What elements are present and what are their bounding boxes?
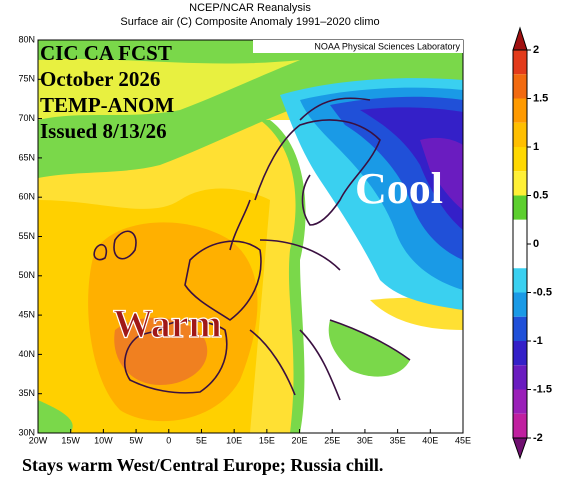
colorbar-band (513, 50, 527, 75)
colorbar-band (513, 244, 527, 269)
forecast-line: CIC CA FCST (40, 41, 172, 65)
colorbar-band (513, 316, 527, 341)
colorbar-label: -1 (533, 335, 543, 347)
colorbar-band (513, 74, 527, 99)
caption: Stays warm West/Central Europe; Russia c… (22, 455, 383, 475)
lon-label: 10W (94, 435, 113, 445)
lon-label: 10E (226, 435, 242, 445)
colorbar-band (513, 413, 527, 438)
colorbar-cap (512, 437, 528, 460)
lon-label: 20E (292, 435, 308, 445)
colorbar-band (513, 195, 527, 220)
lon-label: 40E (422, 435, 438, 445)
lat-label: 45N (18, 309, 35, 319)
colorbar-label: 2 (533, 44, 539, 56)
lon-label: 0 (166, 435, 171, 445)
colorbar-cap (512, 26, 528, 51)
lat-label: 55N (18, 231, 35, 241)
colorbar-band (513, 219, 527, 244)
lon-label: 15E (259, 435, 275, 445)
credit-box (253, 40, 463, 53)
lon-label: 5E (196, 435, 207, 445)
lon-label: 15W (61, 435, 80, 445)
credit: NOAA Physical Sciences Laboratory (314, 41, 460, 51)
colorbar-label: 0 (533, 238, 539, 250)
header-line: NCEP/NCAR Reanalysis (189, 2, 311, 14)
lat-label: 80N (18, 34, 35, 44)
lon-label: 25E (324, 435, 340, 445)
warm-label: Warm (113, 301, 222, 346)
colorbar-band (513, 341, 527, 366)
colorbar-label: 1 (533, 141, 539, 153)
lat-label: 75N (18, 74, 35, 84)
lat-label: 40N (18, 349, 35, 359)
lat-label: 50N (18, 270, 35, 280)
cool-label: Cool (355, 164, 443, 213)
colorbar-label: -2 (533, 432, 543, 444)
colorbar-band (513, 268, 527, 293)
colorbar-band (513, 365, 527, 390)
anomaly-field (38, 40, 463, 433)
colorbar-band (513, 292, 527, 317)
forecast-line: Issued 8/13/26 (40, 119, 167, 143)
lat-label: 60N (18, 192, 35, 202)
lat-label: 30N (18, 427, 35, 437)
lat-label: 35N (18, 388, 35, 398)
lon-label: 35E (390, 435, 406, 445)
lon-label: 30E (357, 435, 373, 445)
forecast-line: October 2026 (40, 67, 160, 91)
lon-label: 5W (129, 435, 143, 445)
lat-label: 65N (18, 152, 35, 162)
colorbar-label: 0.5 (533, 189, 548, 201)
lon-label: 20W (29, 435, 48, 445)
colorbar-label: 1.5 (533, 92, 548, 104)
lat-label: 70N (18, 113, 35, 123)
colorbar-band (513, 171, 527, 196)
forecast-line: TEMP-ANOM (40, 93, 174, 117)
colorbar-band (513, 147, 527, 172)
colorbar-label: -1.5 (533, 383, 552, 395)
colorbar-band (513, 389, 527, 414)
lon-label: 45E (455, 435, 471, 445)
header-line: Surface air (C) Composite Anomaly 1991–2… (120, 16, 379, 28)
colorbar-label: -0.5 (533, 286, 552, 298)
colorbar-band (513, 98, 527, 123)
colorbar-band (513, 122, 527, 147)
